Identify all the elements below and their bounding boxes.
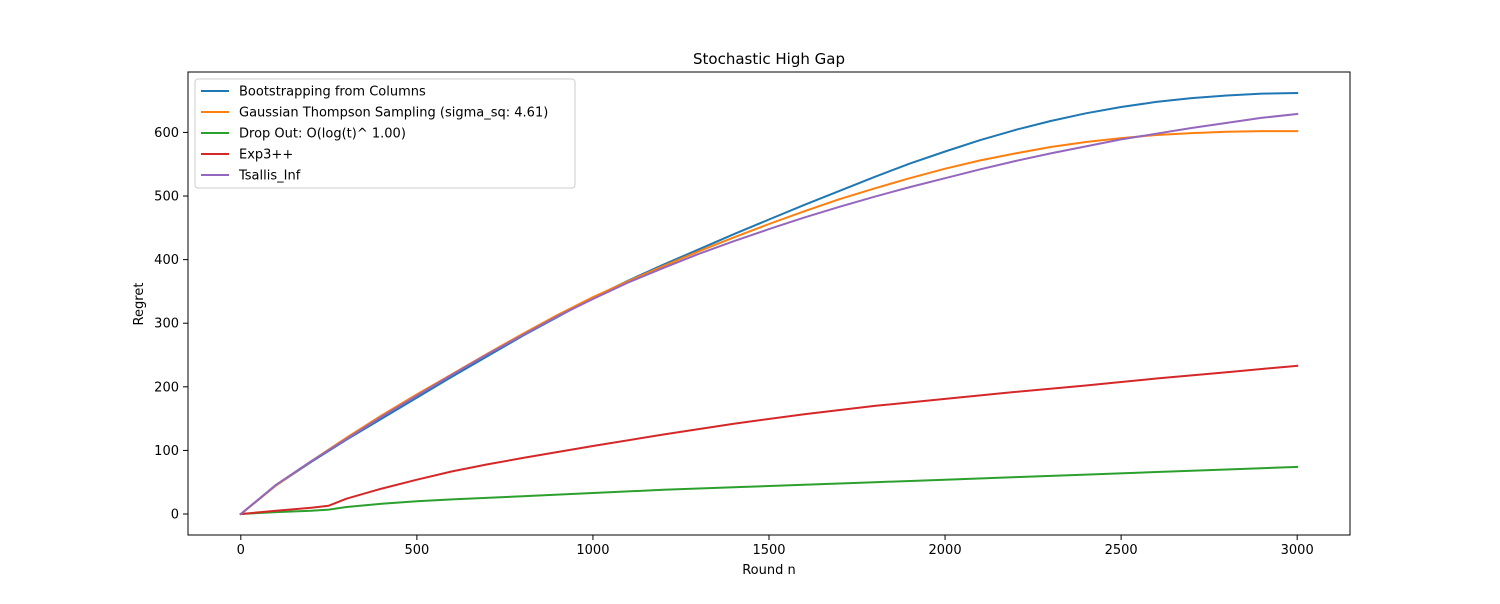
y-tick-label: 300: [154, 317, 179, 332]
y-tick-label: 400: [154, 253, 179, 268]
x-tick-label: 2500: [1105, 543, 1138, 558]
plot-frame: [187, 71, 1351, 536]
y-tick-label: 100: [154, 444, 179, 459]
x-tick-label: 500: [404, 543, 429, 558]
x-tick-label: 2000: [929, 543, 962, 558]
series-line-4: [239, 112, 1299, 516]
x-axis-ticks: 0 500 1000 1500 2000 2500 3000: [237, 535, 1314, 558]
series-line-0: [239, 91, 1299, 516]
y-tick-label: 0: [171, 508, 179, 523]
x-axis-label: Round n: [742, 563, 796, 578]
x-tick-label: 1000: [576, 543, 609, 558]
legend-label-1: Gaussian Thompson Sampling (sigma_sq: 4.…: [239, 106, 548, 121]
y-axis-ticks: 0 100 200 300 400 500 600: [154, 126, 188, 523]
y-tick-label: 200: [154, 380, 179, 395]
y-tick-label: 600: [154, 126, 179, 141]
series-line-2: [239, 465, 1299, 516]
y-tick-label: 500: [154, 190, 179, 205]
series-lines: [239, 91, 1299, 516]
legend-label-3: Exp3++: [239, 148, 293, 163]
series-line-1: [239, 130, 1299, 516]
legend-label-4: Tsallis_Inf: [238, 169, 301, 184]
legend: Bootstrapping from Columns Gaussian Thomp…: [194, 78, 576, 189]
x-tick-label: 3000: [1281, 543, 1314, 558]
chart-title: Stochastic High Gap: [693, 50, 845, 68]
legend-label-0: Bootstrapping from Columns: [239, 85, 426, 100]
y-axis-label: Regret: [132, 283, 147, 326]
x-tick-label: 1500: [752, 543, 785, 558]
x-tick-label: 0: [237, 543, 245, 558]
legend-label-2: Drop Out: O(log(t)^ 1.00): [239, 127, 406, 142]
legend-box: [194, 78, 576, 189]
series-line-3: [239, 364, 1299, 516]
